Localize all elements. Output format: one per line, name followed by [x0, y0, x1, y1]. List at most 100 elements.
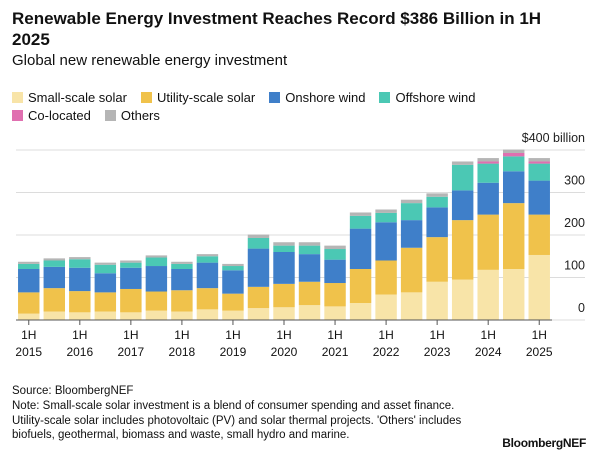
y-tick-label: 200	[564, 216, 585, 230]
legend-item: Onshore wind	[269, 90, 365, 105]
bar-segment	[298, 245, 321, 255]
bar-segment	[502, 152, 525, 157]
legend-item: Co-located	[12, 108, 91, 123]
bar-segment	[273, 245, 295, 252]
bar-segment	[145, 291, 168, 311]
bar-segment	[196, 256, 219, 263]
bar-segment	[477, 269, 499, 320]
x-tick-label: 1H 2015	[15, 328, 43, 359]
bar-segment	[94, 292, 117, 312]
legend-swatch	[12, 110, 23, 121]
bar-segment	[273, 307, 295, 320]
bar-segment	[400, 199, 423, 204]
bar-segment	[324, 259, 346, 284]
legend-label: Small-scale solar	[28, 90, 127, 105]
bar-segment	[120, 262, 142, 268]
bar-segment	[18, 261, 40, 264]
x-tick-label: 1H 2022	[372, 328, 400, 359]
x-tick-label: 1H 2025	[525, 328, 553, 359]
chart-title: Renewable Energy Investment Reaches Reco…	[12, 9, 542, 49]
bar-segment	[69, 312, 91, 320]
logo: BloombergNEF	[502, 436, 586, 450]
bar-segment	[375, 212, 397, 223]
bar-segment	[171, 263, 193, 269]
bar-segment	[222, 270, 244, 294]
bar-segment	[18, 269, 40, 293]
bar-segment	[222, 263, 244, 267]
bar-segment	[273, 283, 295, 308]
bar-segment	[43, 311, 66, 320]
bar-segment	[145, 310, 168, 320]
legend-label: Offshore wind	[395, 90, 476, 105]
bar-segment	[400, 247, 423, 293]
bar-segment	[528, 163, 550, 181]
bar-segment	[171, 290, 193, 312]
bar-segment	[451, 220, 474, 280]
bar-segment	[375, 222, 397, 261]
bar-segment	[120, 288, 142, 313]
bar-segment	[324, 283, 346, 307]
x-tick-label: 1H 2019	[219, 328, 247, 359]
bar-segment	[451, 164, 474, 191]
bar-segment	[247, 237, 270, 249]
bar-segment	[451, 279, 474, 320]
x-tick-label: 1H 2024	[474, 328, 502, 359]
bar-segment	[196, 262, 219, 289]
bar-segment	[145, 266, 168, 292]
bar-segment	[477, 158, 499, 162]
x-tick-label: 1H 2021	[321, 328, 349, 359]
bar-segment	[502, 203, 525, 269]
x-tick-label: 1H 2020	[270, 328, 298, 359]
x-tick-label: 1H 2017	[117, 328, 145, 359]
x-tick-label: 1H 2016	[66, 328, 94, 359]
bar-segment	[528, 180, 550, 215]
bar-segment	[298, 254, 321, 282]
bar-segment	[349, 269, 372, 303]
bar-segment	[171, 311, 193, 320]
bar-segment	[528, 158, 550, 162]
bar-segment	[18, 313, 40, 320]
source: Source: BloombergNEF	[12, 385, 134, 397]
bar-segment	[349, 212, 372, 216]
bar-segment	[324, 249, 346, 260]
bar-segment	[120, 312, 142, 320]
bar-segment	[43, 260, 66, 267]
bar-segment	[247, 286, 270, 309]
legend-item: Others	[104, 108, 160, 123]
bar-segment	[426, 237, 448, 282]
bar-segment	[298, 281, 321, 306]
bar-segment	[502, 171, 525, 204]
bar-segment	[528, 161, 550, 164]
bar-segment	[69, 257, 91, 260]
bar-segment	[324, 245, 346, 250]
y-tick-label: 300	[564, 174, 585, 188]
bar-segment	[375, 209, 397, 213]
bar-segment	[298, 242, 321, 246]
x-tick-label: 1H 2018	[168, 328, 196, 359]
y-tick-label: 0	[578, 301, 585, 315]
legend-label: Utility-scale solar	[156, 90, 256, 105]
legend-item: Small-scale solar	[12, 90, 127, 105]
bar-segment	[69, 291, 91, 313]
bar-segment	[528, 254, 550, 320]
bar-segment	[69, 267, 91, 292]
bar-segment	[69, 259, 91, 268]
bar-segment	[171, 269, 193, 291]
bar-segment	[324, 306, 346, 320]
bar-segment	[94, 262, 117, 265]
chart-subtitle: Global new renewable energy investment	[12, 52, 288, 69]
bar-segment	[196, 254, 219, 257]
bar-segment	[477, 214, 499, 270]
bar-segment	[400, 292, 423, 320]
legend-label: Onshore wind	[285, 90, 366, 105]
bar-segment	[222, 310, 244, 320]
bar-segment	[94, 311, 117, 320]
bar-segment	[400, 220, 423, 248]
bar-segment	[43, 266, 66, 289]
bar-segment	[349, 215, 372, 229]
legend-swatch	[104, 110, 116, 121]
bar-segment	[426, 193, 448, 197]
legend-swatch	[140, 92, 152, 103]
y-tick-label: $400 billion	[522, 131, 585, 145]
